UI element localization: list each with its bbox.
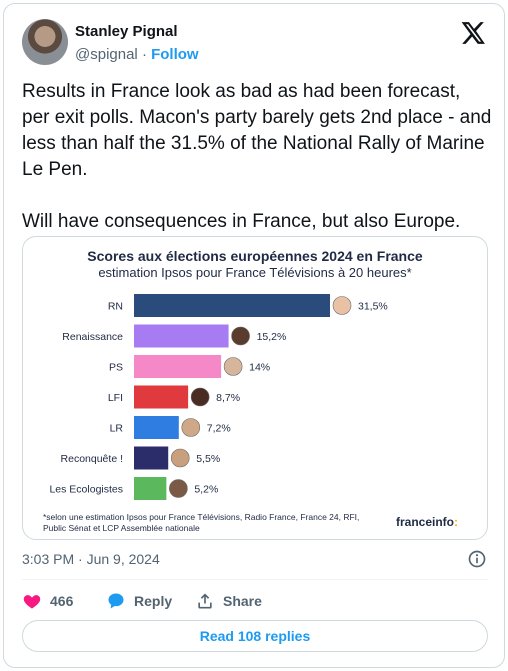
follow-button[interactable]: Follow — [151, 46, 199, 63]
separator-dot: · — [141, 46, 147, 63]
tweet-timestamp[interactable]: 3:03 PM · Jun 9, 2024 — [22, 551, 160, 567]
bar — [134, 385, 189, 409]
bar-chart: RN 31,5% Renaissance 15,2% PS 14% LFI 8,7% LR 7,2… — [49, 294, 388, 500]
category-label: PS — [109, 362, 123, 374]
category-label: Renaissance — [62, 331, 123, 343]
heart-icon — [23, 595, 41, 609]
value-label: 14% — [249, 362, 270, 374]
share-upload-icon — [198, 593, 212, 609]
share-label: Share — [223, 593, 262, 609]
bar — [134, 294, 330, 317]
brand-name: franceinfo — [396, 515, 455, 529]
bar — [134, 324, 229, 348]
candidate-portrait — [332, 296, 352, 315]
bar — [134, 416, 179, 439]
chart-title: Scores aux élections européennes 2024 en… — [87, 248, 423, 264]
info-icon[interactable] — [467, 549, 487, 569]
bar — [134, 477, 167, 500]
candidate-portrait — [231, 326, 250, 346]
brand-accent: : — [454, 515, 459, 529]
author-handle-row: @spignal · Follow — [75, 46, 199, 63]
category-label: LR — [110, 423, 124, 435]
author-name[interactable]: Stanley Pignal — [75, 23, 178, 40]
reply-label: Reply — [134, 593, 173, 609]
read-replies-button[interactable]: Read 108 replies — [22, 620, 488, 652]
author-handle[interactable]: @spignal — [75, 46, 138, 63]
bar — [134, 355, 222, 378]
value-label: 5,5% — [196, 453, 220, 465]
value-label: 7,2% — [207, 423, 231, 435]
divider — [22, 579, 488, 580]
candidate-portrait — [169, 479, 188, 498]
reply-bubble-icon — [108, 593, 124, 609]
x-logo-icon[interactable] — [460, 20, 486, 46]
avatar[interactable] — [22, 19, 68, 65]
candidate-portrait — [181, 418, 201, 437]
candidate-portrait — [223, 357, 243, 376]
category-label: Les Ecologistes — [49, 484, 123, 496]
tweet-text: Results in France look as bad as had bee… — [22, 81, 492, 232]
candidate-portrait — [170, 448, 190, 468]
chart-footnote: *selon une estimation Ipsos pour France … — [43, 512, 360, 533]
category-label: RN — [108, 301, 123, 313]
chart-subtitle: estimation Ipsos pour France Télévisions… — [98, 265, 412, 280]
bar — [134, 446, 169, 470]
category-label: Reconquête ! — [61, 453, 123, 465]
share-button[interactable]: Share — [195, 590, 262, 612]
tweet-media-chart[interactable]: Scores aux élections européennes 2024 en… — [22, 236, 488, 540]
reply-button[interactable]: Reply — [106, 590, 172, 612]
value-label: 31,5% — [358, 301, 388, 313]
value-label: 5,2% — [194, 484, 218, 496]
franceinfo-logo: franceinfo: — [396, 515, 458, 529]
like-count: 466 — [50, 593, 74, 609]
value-label: 8,7% — [216, 392, 240, 404]
value-label: 15,2% — [257, 331, 287, 343]
category-label: LFI — [108, 392, 123, 404]
like-button[interactable]: 466 — [22, 590, 73, 612]
candidate-portrait — [190, 387, 210, 407]
